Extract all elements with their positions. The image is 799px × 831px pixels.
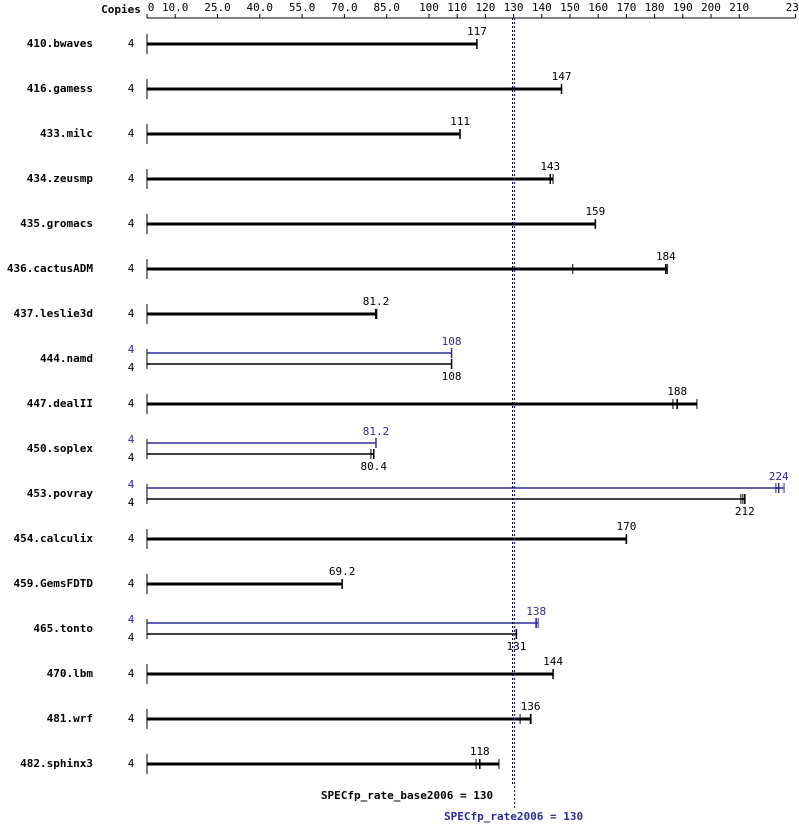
x-tick-label: 10.0 [162, 1, 189, 14]
benchmark-label: 416.gamess [27, 82, 93, 95]
value-label: 212 [735, 505, 755, 518]
copies-label: 4 [128, 433, 135, 446]
benchmark-label: 481.wrf [47, 712, 93, 725]
x-tick-label: 210 [729, 1, 749, 14]
value-label: 80.4 [360, 460, 387, 473]
benchmark-label: 434.zeusmp [27, 172, 94, 185]
benchmark-label: 465.tonto [33, 622, 93, 635]
copies-label: 4 [128, 478, 135, 491]
x-tick-label: 70.0 [331, 1, 358, 14]
copies-label: 4 [128, 712, 135, 725]
value-label: 170 [616, 520, 636, 533]
value-label: 108 [442, 335, 462, 348]
copies-label: 4 [128, 613, 135, 626]
benchmark-label: 410.bwaves [27, 37, 93, 50]
copies-label: 4 [128, 451, 135, 464]
copies-label: 4 [128, 37, 135, 50]
benchmark-label: 437.leslie3d [14, 307, 93, 320]
x-tick-label: 200 [701, 1, 721, 14]
copies-label: 4 [128, 343, 135, 356]
x-tick-label: 40.0 [247, 1, 274, 14]
benchmark-label: 482.sphinx3 [20, 757, 93, 770]
benchmark-label: 454.calculix [14, 532, 94, 545]
benchmark-label: 453.povray [27, 487, 94, 500]
benchmark-label: 447.dealII [27, 397, 93, 410]
benchmark-label: 450.soplex [27, 442, 94, 455]
x-tick-label: 160 [588, 1, 608, 14]
copies-label: 4 [128, 82, 135, 95]
benchmark-label: 436.cactusADM [7, 262, 93, 275]
x-tick-label: 100 [419, 1, 439, 14]
value-label: 138 [526, 605, 546, 618]
x-tick-label: 150 [560, 1, 580, 14]
benchmark-label: 435.gromacs [20, 217, 93, 230]
value-label: 117 [467, 25, 487, 38]
x-tick-label: 55.0 [289, 1, 316, 14]
copies-label: 4 [128, 532, 135, 545]
copies-label: 4 [128, 361, 135, 374]
value-label: 81.2 [363, 425, 390, 438]
value-label: 159 [585, 205, 605, 218]
copies-label: 4 [128, 397, 135, 410]
benchmark-label: 444.namd [40, 352, 93, 365]
x-tick-label: 190 [673, 1, 693, 14]
benchmark-label: 433.milc [40, 127, 93, 140]
copies-header: Copies [101, 3, 141, 16]
x-tick-label: 130 [504, 1, 524, 14]
value-label: 184 [656, 250, 676, 263]
benchmark-label: 459.GemsFDTD [14, 577, 94, 590]
value-label: 224 [769, 470, 789, 483]
copies-label: 4 [128, 667, 135, 680]
x-tick-label: 180 [645, 1, 665, 14]
reference-label: SPECfp_rate2006 = 130 [444, 810, 583, 823]
copies-label: 4 [128, 307, 135, 320]
value-label: 69.2 [329, 565, 356, 578]
value-label: 108 [442, 370, 462, 383]
x-tick-label: 170 [616, 1, 636, 14]
copies-label: 4 [128, 631, 135, 644]
value-label: 144 [543, 655, 563, 668]
value-label: 81.2 [363, 295, 390, 308]
copies-label: 4 [128, 217, 135, 230]
copies-label: 4 [128, 577, 135, 590]
x-tick-label: 25.0 [204, 1, 231, 14]
x-tick-label: 140 [532, 1, 552, 14]
benchmark-label: 470.lbm [47, 667, 94, 680]
value-label: 143 [540, 160, 560, 173]
x-tick-label: 85.0 [373, 1, 400, 14]
x-tick-label: 230 [786, 1, 799, 14]
value-label: 131 [506, 640, 526, 653]
value-label: 188 [667, 385, 687, 398]
x-tick-label: 0 [148, 1, 155, 14]
x-tick-label: 120 [475, 1, 495, 14]
value-label: 111 [450, 115, 470, 128]
value-label: 136 [521, 700, 541, 713]
copies-label: 4 [128, 262, 135, 275]
x-tick-label: 110 [447, 1, 467, 14]
copies-label: 4 [128, 496, 135, 509]
reference-label: SPECfp_rate_base2006 = 130 [321, 789, 493, 802]
value-label: 147 [552, 70, 572, 83]
copies-label: 4 [128, 127, 135, 140]
copies-label: 4 [128, 757, 135, 770]
value-label: 118 [470, 745, 490, 758]
copies-label: 4 [128, 172, 135, 185]
